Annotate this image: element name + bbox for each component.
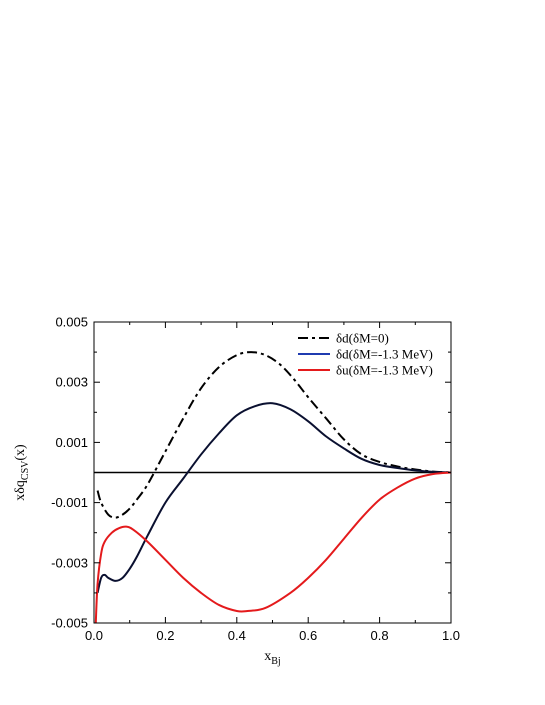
x-tick-label: 0.2 bbox=[156, 628, 174, 643]
plot-area bbox=[94, 351, 452, 624]
legend-label-2: δu(δM=-1.3 MeV) bbox=[336, 363, 433, 378]
x-tick-label: 0.0 bbox=[85, 628, 103, 643]
axes: 0.0 0.2 0.4 0.6 0.8 1.0 -0.005 -0.003 -0.001 0.00… bbox=[13, 315, 460, 668]
legend-label-1: δd(δM=-1.3 MeV) bbox=[336, 347, 433, 362]
x-axis-title: xBj bbox=[264, 649, 280, 667]
y-tick-label: 0.003 bbox=[55, 375, 88, 390]
series-line-2 bbox=[94, 471, 452, 624]
series-line-1 bbox=[96, 402, 452, 594]
x-tick-label: 0.6 bbox=[299, 628, 317, 643]
x-tick-label: 0.8 bbox=[371, 628, 389, 643]
legend: δd(δM=0)δd(δM=-1.3 MeV)δu(δM=-1.3 MeV) bbox=[298, 331, 433, 378]
y-tick-label: -0.003 bbox=[51, 555, 88, 570]
series-line-0 bbox=[96, 351, 452, 519]
y-tick-label: 0.001 bbox=[55, 435, 88, 450]
legend-label-0: δd(δM=0) bbox=[336, 331, 389, 346]
y-tick-label: 0.005 bbox=[55, 315, 88, 330]
y-tick-label: -0.001 bbox=[51, 495, 88, 510]
x-tick-label: 0.4 bbox=[228, 628, 246, 643]
y-tick-label: -0.005 bbox=[51, 616, 88, 631]
x-tick-label: 1.0 bbox=[442, 628, 460, 643]
y-axis-title: xδqCSV(x) bbox=[13, 444, 31, 501]
